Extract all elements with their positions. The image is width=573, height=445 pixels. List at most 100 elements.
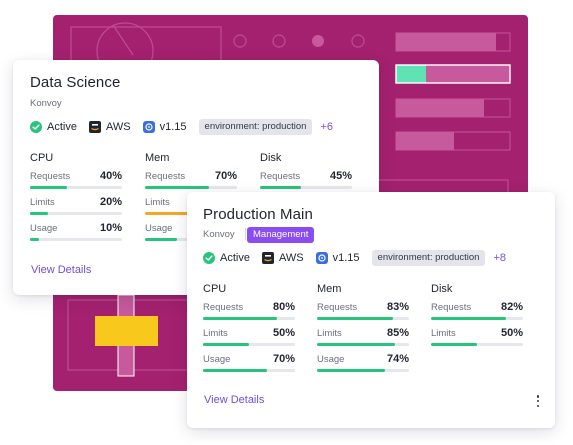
metric-row-limits: Limits 20% — [30, 196, 122, 223]
view-details-link[interactable]: View Details — [31, 264, 92, 276]
progress-track — [145, 186, 237, 189]
metric-label: Requests — [431, 302, 472, 313]
metric-value: 50% — [500, 327, 523, 339]
progress-track — [317, 317, 409, 320]
status-label: Active — [220, 252, 250, 264]
version-chip: v1.15 — [142, 121, 187, 133]
check-circle-icon — [30, 121, 42, 133]
aws-logo-icon — [88, 121, 101, 133]
more-labels-link[interactable]: +8 — [493, 252, 507, 264]
metric-cpu: CPU Requests 80% Limits 50% Usage 70% — [203, 283, 295, 380]
progress-fill — [145, 186, 210, 189]
metric-row-usage: Usage 70% — [203, 353, 295, 380]
metric-label: Limits — [431, 328, 456, 339]
progress-fill — [431, 317, 507, 320]
progress-fill — [317, 343, 396, 346]
progress-fill — [317, 317, 394, 320]
metric-label: Requests — [145, 171, 186, 182]
metric-disk: Disk Requests 45% — [260, 152, 352, 197]
metric-cpu: CPU Requests 40% Limits 20% Usage 10% — [30, 152, 122, 249]
metric-label: Usage — [30, 223, 58, 234]
version-label: v1.15 — [332, 252, 360, 264]
metric-row-usage: Usage 10% — [30, 222, 122, 249]
metric-label: Limits — [30, 197, 55, 208]
status-row: Active AWS v1.15 environment: production… — [30, 119, 333, 135]
progress-track — [30, 238, 122, 241]
progress-track — [431, 317, 523, 320]
kubernetes-icon — [142, 121, 155, 133]
metric-label: Requests — [317, 302, 358, 313]
metric-row-requests: Requests 40% — [30, 170, 122, 197]
metric-value: 85% — [386, 327, 409, 339]
version-chip: v1.15 — [315, 252, 360, 264]
metric-value: 50% — [272, 327, 295, 339]
version-label: v1.15 — [159, 121, 187, 133]
metric-row-requests: Requests 80% — [203, 301, 295, 328]
subtitle-divider — [245, 228, 246, 240]
metric-row-limits: Limits 50% — [203, 327, 295, 354]
card-title: Production Main — [203, 206, 313, 223]
metric-row-limits: Limits 50% — [431, 327, 523, 354]
view-details-link[interactable]: View Details — [204, 394, 265, 406]
provider-chip: AWS — [88, 121, 131, 133]
metric-value: 45% — [329, 170, 352, 182]
metric-label: Usage — [317, 354, 345, 365]
progress-track — [317, 343, 409, 346]
kebab-menu-icon[interactable] — [533, 394, 543, 408]
status-row: Active AWS v1.15 environment: production… — [203, 250, 506, 266]
management-badge: Management — [247, 227, 315, 243]
kubernetes-icon — [315, 252, 328, 264]
more-labels-link[interactable]: +6 — [320, 121, 334, 133]
metric-row-requests: Requests 83% — [317, 301, 409, 328]
progress-fill — [203, 343, 249, 346]
metric-label: Limits — [145, 197, 170, 208]
provider-label: AWS — [105, 121, 131, 133]
metric-label: Requests — [30, 171, 71, 182]
metric-disk: Disk Requests 82% Limits 50% — [431, 283, 523, 354]
label-tag[interactable]: environment: production — [198, 119, 313, 135]
metric-title: Mem — [317, 283, 342, 295]
card-subtitle: Konvoy — [30, 98, 62, 109]
metric-title: CPU — [30, 152, 54, 164]
progress-track — [431, 343, 523, 346]
progress-fill — [30, 212, 49, 215]
metric-label: Requests — [203, 302, 244, 313]
metric-value: 70% — [214, 170, 237, 182]
metric-label: Usage — [203, 354, 231, 365]
progress-fill — [203, 369, 268, 372]
progress-track — [30, 212, 122, 215]
metric-title: Disk — [431, 283, 453, 295]
metric-value: 83% — [386, 301, 409, 313]
metric-value: 70% — [272, 353, 295, 365]
label-tag[interactable]: environment: production — [371, 250, 486, 266]
progress-track — [203, 343, 295, 346]
progress-fill — [317, 369, 386, 372]
progress-track — [260, 186, 352, 189]
progress-fill — [145, 238, 178, 241]
metric-row-requests: Requests 82% — [431, 301, 523, 328]
metric-value: 40% — [99, 170, 122, 182]
provider-chip: AWS — [261, 252, 304, 264]
metric-row-requests: Requests 45% — [260, 170, 352, 197]
metric-title: Mem — [145, 152, 170, 164]
cluster-card-production-main[interactable]: Production Main Konvoy Management Active… — [187, 192, 555, 428]
metric-label: Limits — [203, 328, 228, 339]
status-chip: Active — [30, 121, 77, 133]
progress-track — [30, 186, 122, 189]
progress-track — [317, 369, 409, 372]
metric-value: 74% — [386, 353, 409, 365]
metric-value: 82% — [500, 301, 523, 313]
metric-label: Limits — [317, 328, 342, 339]
metric-value: 10% — [99, 222, 122, 234]
metric-title: CPU — [203, 283, 227, 295]
metric-value: 80% — [272, 301, 295, 313]
metric-label: Usage — [145, 223, 173, 234]
check-circle-icon — [203, 252, 215, 264]
progress-fill — [30, 238, 40, 241]
metric-label: Requests — [260, 171, 301, 182]
card-subtitle: Konvoy — [203, 229, 235, 240]
metric-row-limits: Limits 85% — [317, 327, 409, 354]
aws-logo-icon — [261, 252, 274, 264]
backdrop-illustration — [67, 22, 511, 377]
progress-fill — [145, 212, 224, 215]
